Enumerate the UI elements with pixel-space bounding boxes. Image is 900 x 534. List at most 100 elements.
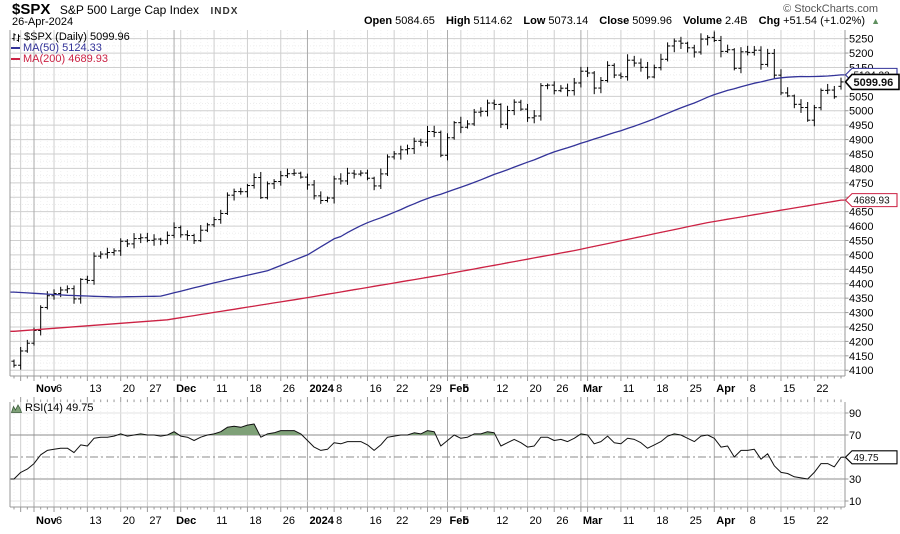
- copyright: © StockCharts.com: [783, 3, 878, 15]
- axis-tag: [844, 193, 898, 208]
- close-label: Close: [599, 15, 630, 27]
- svg-text:25: 25: [690, 383, 702, 395]
- svg-text:5: 5: [463, 383, 469, 395]
- svg-text:16: 16: [369, 383, 381, 395]
- svg-text:4550: 4550: [849, 235, 873, 247]
- ma50-line: [10, 74, 845, 298]
- open-value: 5084.65: [395, 15, 435, 27]
- svg-text:29: 29: [430, 383, 442, 395]
- svg-text:4689.93: 4689.93: [854, 196, 891, 207]
- ma50-label: MA(50) 5124.33: [23, 41, 102, 54]
- svg-text:22: 22: [396, 515, 408, 527]
- svg-text:2024: 2024: [309, 515, 334, 527]
- svg-text:13: 13: [89, 515, 101, 527]
- svg-text:12: 12: [496, 383, 508, 395]
- exchange-tag: INDX: [210, 6, 239, 17]
- svg-text:Nov: Nov: [36, 383, 58, 395]
- open-label: Open: [364, 15, 393, 27]
- svg-text:26: 26: [556, 383, 568, 395]
- high-label: High: [445, 15, 471, 27]
- svg-text:15: 15: [783, 383, 795, 395]
- svg-text:Apr: Apr: [716, 515, 736, 527]
- svg-text:13: 13: [89, 383, 101, 395]
- ma200-label: MA(200) 4689.93: [23, 52, 108, 65]
- price-legend: $SPX (Daily) 5099.96 MA(50) 5124.33 MA(2…: [11, 30, 130, 65]
- svg-text:4850: 4850: [849, 149, 873, 161]
- chg-label: Chg: [758, 15, 781, 27]
- index-name: S&P 500 Large Cap Index: [59, 3, 200, 17]
- ma50-swatch: [11, 46, 20, 49]
- svg-text:27: 27: [149, 515, 161, 527]
- close-value: 5099.96: [632, 15, 672, 27]
- svg-text:Feb: Feb: [450, 383, 470, 395]
- svg-text:8: 8: [336, 515, 342, 527]
- symbol: $SPX: [12, 1, 51, 18]
- svg-text:8: 8: [336, 383, 342, 395]
- svg-text:30: 30: [849, 474, 861, 486]
- svg-text:22: 22: [816, 383, 828, 395]
- svg-text:49.75: 49.75: [854, 453, 879, 464]
- svg-text:4200: 4200: [849, 336, 873, 348]
- svg-text:Mar: Mar: [583, 383, 603, 395]
- up-arrow-icon: ▲: [871, 16, 880, 26]
- svg-text:5200: 5200: [849, 48, 873, 60]
- rsi-area-icon: [11, 403, 22, 413]
- volume-value: 2.4B: [724, 15, 748, 27]
- svg-text:20: 20: [530, 383, 542, 395]
- svg-text:70: 70: [849, 430, 861, 442]
- ohlc-bars: [11, 31, 844, 370]
- svg-text:4150: 4150: [849, 351, 873, 363]
- svg-text:Dec: Dec: [176, 383, 196, 395]
- svg-text:Feb: Feb: [450, 515, 470, 527]
- svg-text:26: 26: [283, 515, 295, 527]
- svg-text:4800: 4800: [849, 163, 873, 175]
- svg-text:29: 29: [430, 515, 442, 527]
- svg-text:11: 11: [623, 383, 634, 395]
- rsi-line: [10, 423, 845, 480]
- volume-label: Volume: [683, 15, 722, 27]
- ma200-swatch: [11, 57, 20, 60]
- svg-text:90: 90: [849, 408, 861, 420]
- svg-text:10: 10: [849, 496, 861, 508]
- svg-text:20: 20: [530, 515, 542, 527]
- svg-text:27: 27: [149, 383, 161, 395]
- rsi-overbought-fill: [10, 424, 845, 435]
- svg-text:18: 18: [249, 383, 261, 395]
- series-label: $SPX (Daily) 5099.96: [24, 30, 130, 43]
- svg-text:11: 11: [623, 515, 634, 527]
- rsi-legend: RSI(14) 49.75: [11, 402, 93, 414]
- svg-text:5250: 5250: [849, 34, 873, 46]
- low-value: 5073.14: [548, 15, 589, 27]
- svg-text:4500: 4500: [849, 250, 873, 262]
- svg-text:5000: 5000: [849, 106, 873, 118]
- svg-text:4450: 4450: [849, 264, 873, 276]
- svg-text:5050: 5050: [849, 91, 873, 103]
- svg-text:26: 26: [556, 515, 568, 527]
- svg-text:8: 8: [750, 383, 756, 395]
- quote-summary: Open 5084.65 High 5114.62 Low 5073.14 Close…: [364, 15, 880, 27]
- svg-text:2024: 2024: [309, 383, 334, 395]
- svg-text:5099.96: 5099.96: [854, 77, 894, 89]
- svg-text:Nov: Nov: [36, 515, 58, 527]
- axis-labels: 4100 4150 4200 4250 4300 4350 4400 4450 4500 4550…: [36, 34, 873, 527]
- svg-text:20: 20: [123, 515, 135, 527]
- svg-text:4600: 4600: [849, 221, 873, 233]
- svg-text:4400: 4400: [849, 279, 873, 291]
- chart-date: 26-Apr-2024: [12, 16, 74, 28]
- svg-text:4250: 4250: [849, 322, 873, 334]
- svg-text:6: 6: [56, 383, 62, 395]
- svg-text:4100: 4100: [849, 365, 873, 377]
- chg-value: +51.54 (+1.02%): [783, 15, 866, 27]
- ma200-line: [10, 199, 845, 332]
- svg-text:11: 11: [216, 383, 227, 395]
- svg-text:4350: 4350: [849, 293, 873, 305]
- rsi-label: RSI(14) 49.75: [25, 402, 94, 414]
- svg-text:18: 18: [656, 383, 668, 395]
- svg-text:4300: 4300: [849, 308, 873, 320]
- svg-text:12: 12: [496, 515, 508, 527]
- svg-text:22: 22: [816, 515, 828, 527]
- svg-text:18: 18: [249, 515, 261, 527]
